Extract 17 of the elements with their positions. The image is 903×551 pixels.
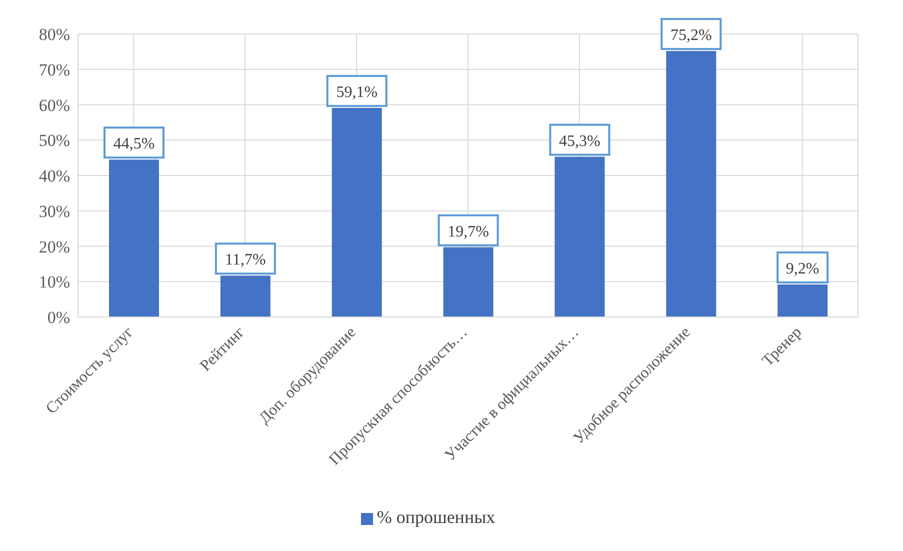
y-tick-label: 80% xyxy=(38,25,70,44)
data-label: 9,2% xyxy=(786,260,820,278)
data-label: 44,5% xyxy=(113,136,155,153)
y-tick-label: 40% xyxy=(38,166,70,186)
y-tick-label: 50% xyxy=(38,131,70,150)
y-tick-label: 20% xyxy=(38,237,70,256)
y-tick-label: 70% xyxy=(38,60,70,80)
data-label: 45,3% xyxy=(559,132,600,150)
y-tick-label: 0% xyxy=(47,308,70,328)
data-label: 11,7% xyxy=(225,252,266,269)
data-label: 19,7% xyxy=(448,223,489,240)
y-tick-label: 10% xyxy=(38,272,70,292)
y-tick-label: 60% xyxy=(38,96,70,115)
legend-label: % опрошенных xyxy=(376,507,496,527)
y-tick-label: 30% xyxy=(38,202,70,221)
data-label: 75,2% xyxy=(670,26,712,44)
data-label: 59,1% xyxy=(336,84,378,101)
